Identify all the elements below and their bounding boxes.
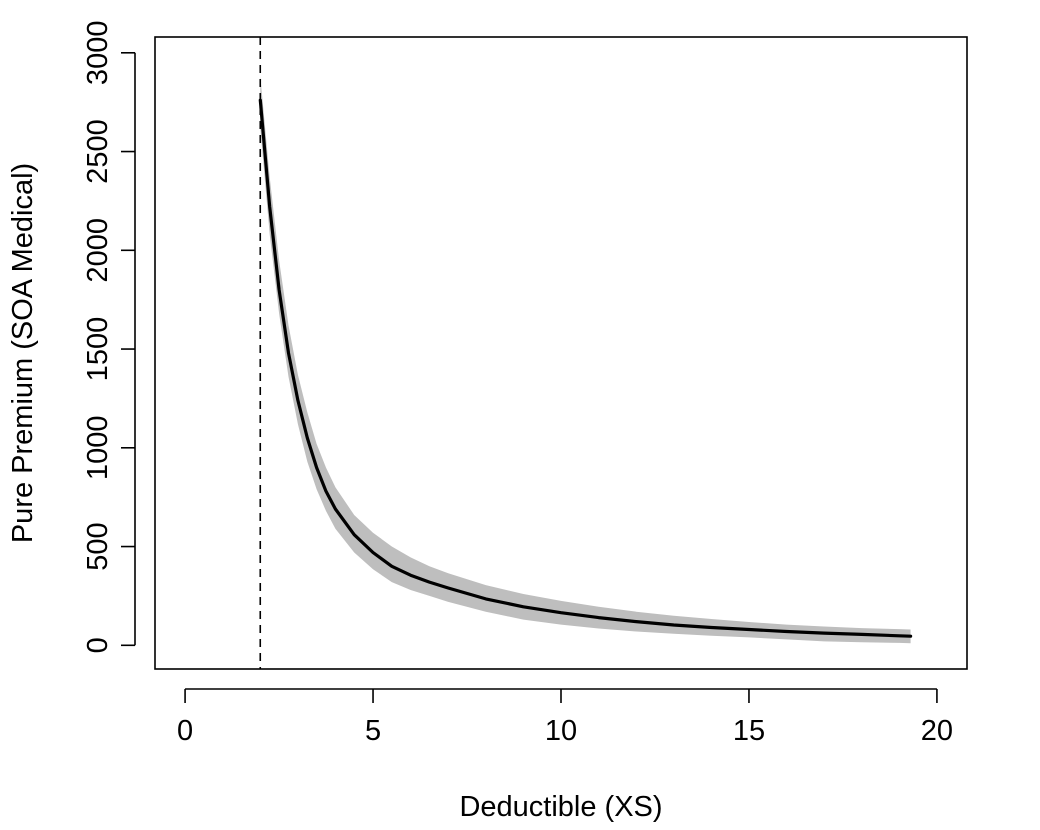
x-axis: 0 5 10 15 20	[177, 688, 953, 747]
x-tick-label: 20	[921, 715, 953, 747]
y-tick-label: 1500	[82, 317, 114, 382]
series-line-layer	[258, 98, 913, 638]
x-tick-label: 5	[365, 715, 381, 747]
x-tick-label: 15	[733, 715, 765, 747]
y-tick-label: 1000	[82, 416, 114, 481]
x-axis-title: Deductible (XS)	[459, 791, 662, 823]
y-axis-title: Pure Premium (SOA Medical)	[7, 163, 39, 543]
series-line-0	[258, 98, 913, 638]
y-tick-label: 2500	[82, 119, 114, 184]
x-tick-label: 10	[545, 715, 577, 747]
y-axis: 0 500 1000 1500 2000 2500 3000	[82, 21, 136, 653]
y-tick-label: 3000	[82, 21, 114, 86]
y-tick-label: 2000	[82, 218, 114, 283]
plot-frame	[154, 36, 968, 670]
y-tick-label: 500	[82, 522, 114, 570]
x-tick-label: 0	[177, 715, 193, 747]
y-tick-label: 0	[82, 637, 114, 653]
